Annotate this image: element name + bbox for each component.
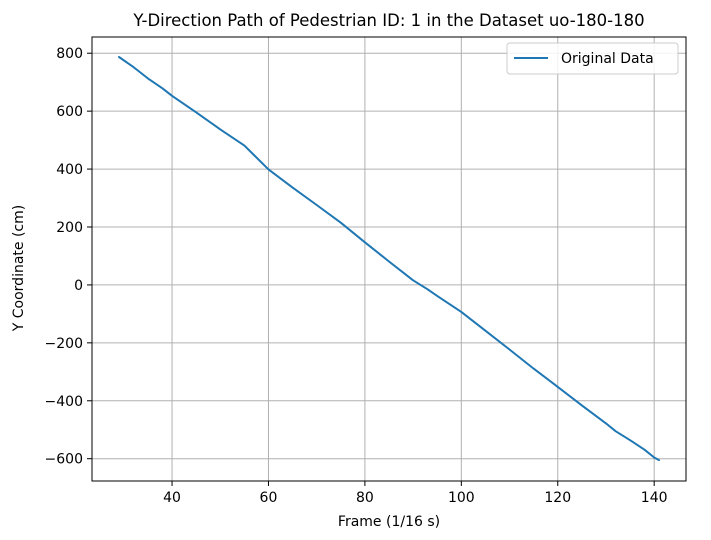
- y-tick-label: −200: [45, 336, 83, 352]
- legend: Original Data: [506, 42, 679, 75]
- y-axis: −600 −400 −200 0 200 400 600 800: [45, 46, 92, 468]
- x-axis-label: Frame (1/16 s): [338, 514, 440, 530]
- series-layer: [118, 56, 660, 462]
- x-axis: 40 60 80 100 120 140: [163, 481, 668, 506]
- y-tick-label: 400: [56, 162, 83, 178]
- chart-title: Y-Direction Path of Pedestrian ID: 1 in …: [132, 11, 644, 30]
- grid: [92, 37, 686, 481]
- x-tick-label: 60: [260, 490, 278, 506]
- legend-box: [506, 42, 679, 75]
- x-tick-label: 80: [356, 490, 374, 506]
- x-tick-label: 140: [641, 490, 668, 506]
- y-tick-label: 200: [56, 220, 83, 236]
- y-tick-label: −600: [45, 452, 83, 468]
- y-axis-label: Y Coordinate (cm): [11, 205, 27, 332]
- series-line: [118, 56, 660, 462]
- y-tick-label: 800: [56, 46, 83, 62]
- legend-label: Original Data: [561, 51, 654, 67]
- x-tick-label: 120: [544, 490, 571, 506]
- plot-frame: [91, 36, 687, 482]
- x-tick-label: 100: [448, 490, 475, 506]
- x-tick-label: 40: [163, 490, 181, 506]
- y-tick-label: 600: [56, 104, 83, 120]
- y-tick-label: 0: [74, 278, 83, 294]
- y-tick-label: −400: [45, 394, 83, 410]
